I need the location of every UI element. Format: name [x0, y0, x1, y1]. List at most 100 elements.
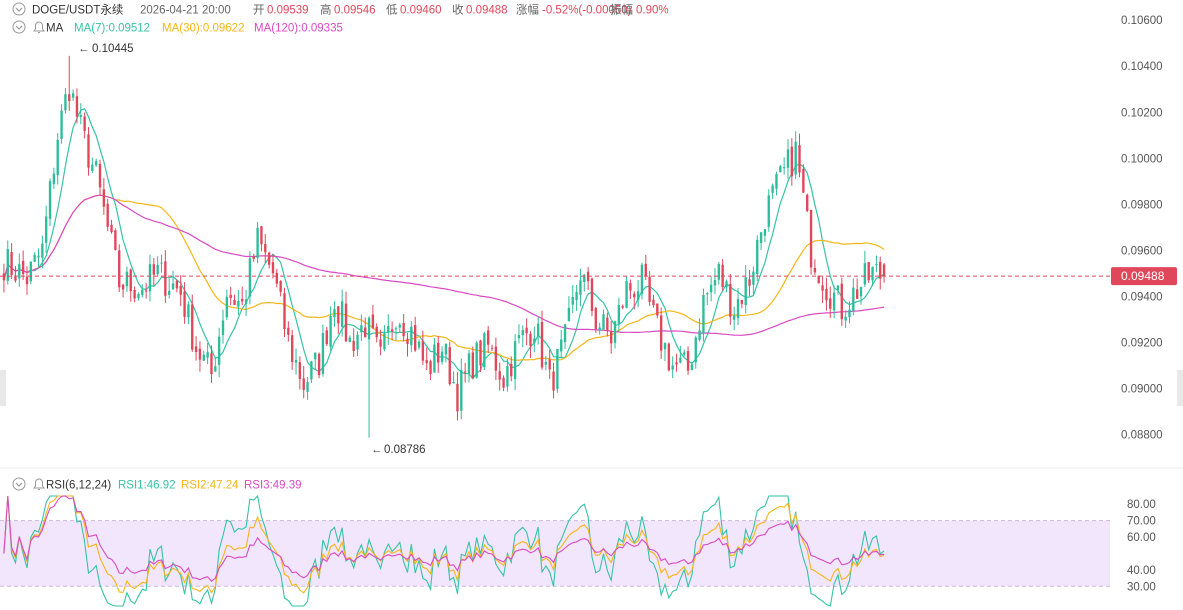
candle-body	[440, 351, 444, 362]
candle-body	[144, 290, 148, 292]
candle	[421, 330, 425, 365]
candle	[767, 189, 770, 232]
candle	[752, 266, 755, 295]
candle	[706, 291, 709, 306]
candle	[463, 362, 467, 383]
candle	[863, 250, 867, 288]
candle-body	[694, 337, 697, 363]
candle-body	[187, 304, 190, 318]
candle	[832, 285, 836, 319]
change-label: 涨幅	[516, 4, 539, 17]
rsi-collapse-icon[interactable]	[12, 477, 26, 491]
candle	[244, 289, 248, 317]
candle-body	[206, 352, 209, 358]
last-price-tag	[1111, 267, 1177, 286]
candle-body	[133, 289, 136, 299]
candle	[475, 341, 478, 379]
rsi-axis: 80.00 70.00 60.00 40.00 30.00	[1127, 499, 1156, 593]
candle-body	[717, 263, 721, 280]
candle	[633, 291, 636, 310]
high-annotation: ← 0.10445	[78, 43, 134, 55]
moving-average-lines	[3, 108, 885, 380]
candle	[844, 310, 847, 329]
candle	[855, 278, 859, 300]
candle	[433, 338, 436, 373]
candle	[237, 290, 240, 315]
candle	[364, 317, 367, 338]
candle	[41, 235, 44, 269]
candle	[840, 277, 843, 326]
candle-body	[756, 239, 759, 275]
candle-body	[21, 260, 25, 275]
candle-body	[579, 280, 582, 295]
last-price-value: 0.09488	[1121, 269, 1165, 283]
candle	[106, 198, 109, 232]
price-tick-label: 0.10400	[1121, 61, 1163, 73]
candle	[513, 334, 517, 391]
ma-bell-icon[interactable]	[33, 21, 45, 33]
candle	[771, 183, 774, 200]
candle-body	[525, 327, 528, 334]
candle	[394, 326, 398, 341]
candle-body	[540, 321, 544, 368]
candle-body	[337, 306, 340, 324]
candle	[398, 322, 401, 332]
candle	[191, 294, 194, 352]
candle	[879, 256, 882, 290]
candle	[183, 282, 186, 324]
candle-body	[333, 309, 336, 318]
candle	[567, 296, 571, 322]
candle-body	[379, 339, 382, 347]
candle	[68, 55, 71, 111]
candle-body	[567, 307, 571, 322]
candle-body	[548, 359, 551, 370]
right-scroll-handle[interactable]	[1177, 370, 1183, 406]
header-row: DOGE/USDT永续 2026-04-21 20:00 开 0.09539 高…	[12, 2, 669, 17]
candle	[264, 234, 267, 263]
candle	[310, 360, 313, 383]
candle-body	[590, 278, 594, 312]
price-axis: 0.10600 0.10400 0.10200 0.10000 0.09800 0.096…	[1121, 15, 1163, 441]
rsi-bell-icon[interactable]	[33, 478, 45, 490]
candle-body	[279, 281, 282, 292]
ma-collapse-icon[interactable]	[12, 20, 26, 34]
candle	[498, 362, 501, 391]
candle	[452, 371, 455, 384]
candle	[648, 271, 651, 306]
candle-body	[248, 258, 252, 297]
candle	[779, 164, 782, 173]
candle	[740, 299, 744, 309]
candle	[852, 278, 855, 316]
candle-body	[314, 352, 317, 360]
candle	[321, 324, 325, 377]
candle	[598, 322, 601, 335]
amplitude-label: 振幅	[610, 3, 633, 17]
candle	[317, 352, 321, 379]
candle	[786, 139, 790, 179]
candle	[114, 228, 117, 251]
candle-body	[806, 194, 809, 211]
high-annotation-arrow: ←	[78, 43, 90, 55]
last-price-indicator: 0.09488	[0, 267, 1177, 286]
candle	[563, 323, 567, 350]
candle-body	[667, 343, 671, 371]
candle	[129, 268, 132, 302]
candle-body	[175, 280, 179, 289]
left-scroll-handle[interactable]	[0, 370, 6, 406]
candle	[606, 312, 609, 337]
candle	[456, 372, 459, 421]
candle	[217, 327, 221, 378]
candle-body	[444, 344, 448, 355]
candle-body	[114, 230, 117, 250]
candle-body	[340, 301, 344, 327]
candle-body	[191, 304, 194, 350]
candle-body	[609, 331, 613, 344]
candle	[148, 254, 152, 302]
candle-body	[475, 342, 478, 378]
candle	[425, 347, 428, 370]
candle	[45, 205, 48, 254]
price-tick-label: 0.10600	[1121, 15, 1163, 27]
candle-body	[506, 365, 509, 387]
header-collapse-icon[interactable]	[12, 2, 26, 16]
